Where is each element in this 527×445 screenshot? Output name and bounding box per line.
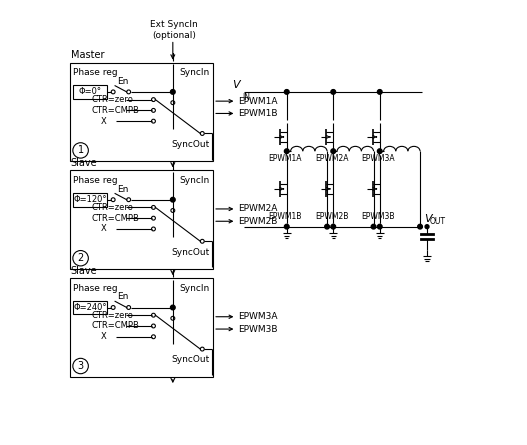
- Circle shape: [171, 198, 175, 202]
- Circle shape: [285, 224, 289, 229]
- Circle shape: [285, 89, 289, 94]
- Circle shape: [331, 224, 336, 229]
- Text: En: En: [117, 185, 128, 194]
- Text: Phase reg: Phase reg: [73, 68, 118, 77]
- Text: EPWM3B: EPWM3B: [362, 212, 395, 221]
- Text: EPWM3A: EPWM3A: [238, 312, 277, 321]
- Text: EPWM3A: EPWM3A: [362, 154, 395, 163]
- Text: EPWM2A: EPWM2A: [238, 204, 277, 214]
- Text: Φ=0°: Φ=0°: [79, 87, 101, 97]
- Text: CTR=zero: CTR=zero: [92, 95, 133, 104]
- Text: Phase reg: Phase reg: [73, 176, 118, 185]
- Text: $V$: $V$: [424, 212, 434, 224]
- Text: EPWM2A: EPWM2A: [315, 154, 348, 163]
- Text: SyncOut: SyncOut: [172, 356, 210, 364]
- Circle shape: [418, 224, 422, 229]
- Circle shape: [377, 89, 382, 94]
- Circle shape: [377, 149, 382, 154]
- Text: X: X: [101, 117, 106, 125]
- Text: En: En: [117, 77, 128, 86]
- Text: CTR=CMPB: CTR=CMPB: [92, 321, 139, 331]
- Text: IN: IN: [242, 93, 250, 102]
- Text: SyncIn: SyncIn: [180, 283, 210, 293]
- Text: EPWM2B: EPWM2B: [238, 217, 277, 226]
- Bar: [73, 300, 107, 315]
- Text: Φ=120°: Φ=120°: [73, 195, 106, 204]
- Bar: [73, 193, 107, 206]
- Text: EPWM1B: EPWM1B: [269, 212, 302, 221]
- Circle shape: [425, 225, 429, 229]
- Circle shape: [171, 305, 175, 310]
- Bar: [70, 278, 213, 377]
- Text: CTR=CMPB: CTR=CMPB: [92, 106, 139, 115]
- Circle shape: [285, 149, 289, 154]
- Text: En: En: [117, 292, 128, 301]
- Bar: [73, 85, 107, 99]
- Circle shape: [371, 224, 376, 229]
- Circle shape: [331, 149, 336, 154]
- Text: EPWM1A: EPWM1A: [268, 154, 302, 163]
- Text: EPWM2B: EPWM2B: [315, 212, 348, 221]
- Text: Slave: Slave: [71, 158, 97, 168]
- Text: Φ=240°: Φ=240°: [73, 303, 106, 312]
- Text: Ext SyncIn
(optional): Ext SyncIn (optional): [151, 20, 198, 40]
- Text: OUT: OUT: [430, 217, 445, 226]
- Text: 1: 1: [77, 146, 84, 155]
- Text: Slave: Slave: [71, 266, 97, 276]
- Bar: [70, 170, 213, 269]
- Text: X: X: [101, 224, 106, 234]
- Circle shape: [331, 89, 336, 94]
- Text: CTR=zero: CTR=zero: [92, 311, 133, 320]
- Text: EPWM1A: EPWM1A: [238, 97, 277, 105]
- Text: EPWM3B: EPWM3B: [238, 324, 277, 334]
- Text: CTR=zero: CTR=zero: [92, 203, 133, 212]
- Bar: [70, 63, 213, 161]
- Text: SyncIn: SyncIn: [180, 176, 210, 185]
- Text: 2: 2: [77, 253, 84, 263]
- Circle shape: [171, 89, 175, 94]
- Text: SyncOut: SyncOut: [172, 248, 210, 257]
- Text: SyncIn: SyncIn: [180, 68, 210, 77]
- Circle shape: [377, 224, 382, 229]
- Circle shape: [325, 224, 329, 229]
- Text: CTR=CMPB: CTR=CMPB: [92, 214, 139, 222]
- Text: 3: 3: [77, 361, 84, 371]
- Text: EPWM1B: EPWM1B: [238, 109, 277, 118]
- Text: Phase reg: Phase reg: [73, 283, 118, 293]
- Text: $V$: $V$: [232, 78, 242, 90]
- Text: SyncOut: SyncOut: [172, 140, 210, 149]
- Text: Master: Master: [71, 50, 104, 61]
- Text: X: X: [101, 332, 106, 341]
